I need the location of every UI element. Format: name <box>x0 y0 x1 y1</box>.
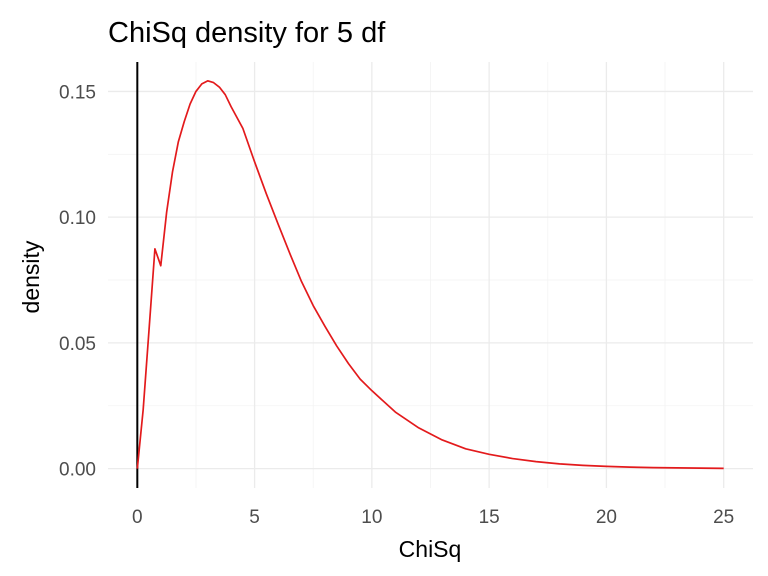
y-axis-label: density <box>18 240 44 313</box>
x-tick-label: 25 <box>713 507 734 528</box>
x-tick-label: 0 <box>132 507 143 528</box>
y-tick-label: 0.15 <box>59 82 96 103</box>
y-axis-ticks: 0.00 0.05 0.10 0.15 <box>59 82 96 480</box>
x-tick-label: 15 <box>479 507 500 528</box>
y-tick-label: 0.10 <box>59 208 96 229</box>
y-tick-label: 0.05 <box>59 334 96 355</box>
x-axis-ticks: 0 5 10 15 20 25 <box>132 507 734 528</box>
series-line-chisq-density <box>136 80 724 470</box>
x-tick-label: 10 <box>361 507 382 528</box>
chart-title: ChiSq density for 5 df <box>108 17 386 49</box>
x-axis-label: ChiSq <box>399 536 462 562</box>
x-tick-label: 5 <box>249 507 260 528</box>
y-tick-label: 0.00 <box>59 460 96 481</box>
grid <box>108 62 753 488</box>
x-tick-label: 20 <box>596 507 617 528</box>
